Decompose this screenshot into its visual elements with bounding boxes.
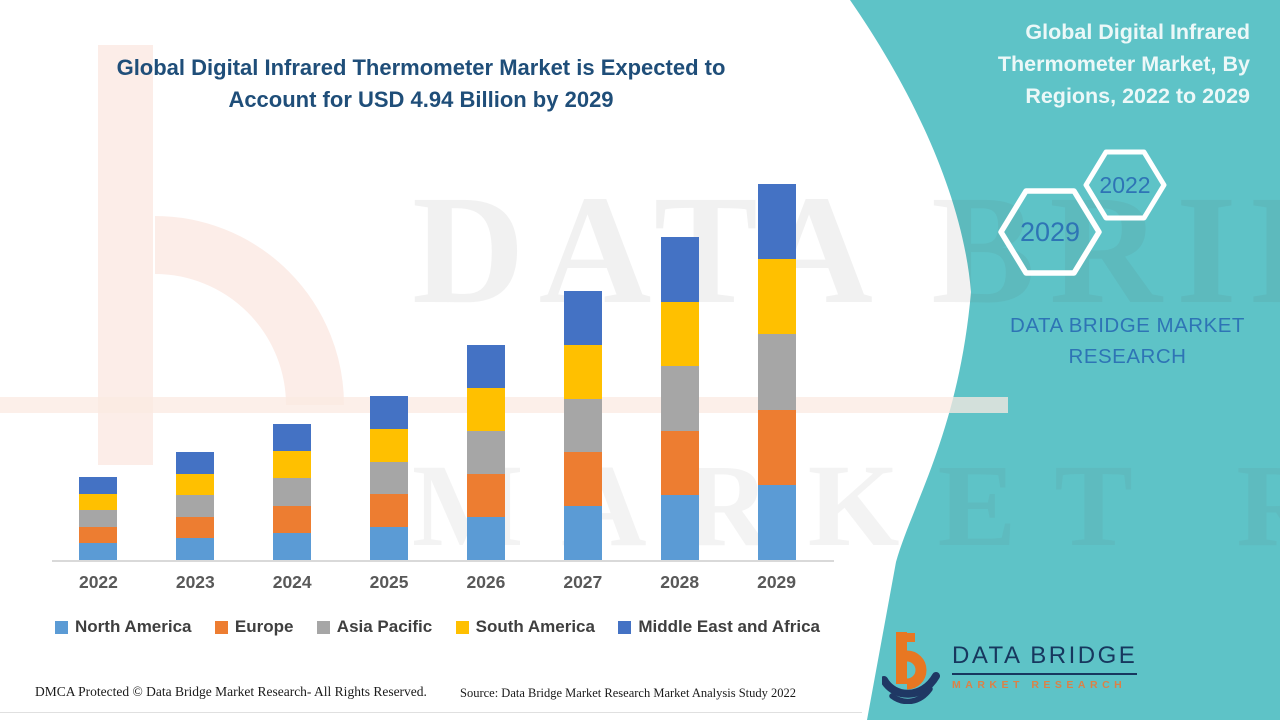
side-panel-title-line1: Global Digital Infrared [1025, 20, 1250, 44]
side-panel-title: Global Digital Infrared Thermometer Mark… [960, 16, 1250, 112]
legend-swatch-icon [455, 620, 469, 634]
logo-tagline: MARKET RESEARCH [952, 679, 1127, 691]
bar-segment-asia-pacific [466, 431, 505, 474]
legend-label: Middle East and Africa [638, 617, 820, 636]
bar-segment-middle-east-and-africa [273, 424, 312, 452]
bar-segment-asia-pacific [370, 461, 409, 495]
hexagon-outline-icon [1083, 149, 1167, 221]
bar-segment-south-america [660, 301, 699, 367]
x-axis-label: 2024 [272, 572, 312, 592]
bar-segment-asia-pacific [273, 478, 312, 506]
bar-segment-asia-pacific [563, 398, 602, 453]
stacked-bar-2026 [466, 345, 505, 560]
legend-swatch-icon [214, 620, 228, 634]
legend-label: Europe [234, 617, 294, 636]
bar-segment-middle-east-and-africa [660, 236, 699, 302]
legend-item-south-america: South America [455, 617, 595, 637]
bar-segment-south-america [273, 451, 312, 479]
x-axis-label: 2027 [563, 572, 603, 592]
brand-wordmark-teal: DATA BRIDGE MARKET RESEARCH [1010, 314, 1245, 368]
bar-segment-south-america [757, 259, 796, 335]
stacked-bar-2028 [660, 236, 699, 560]
bar-group [50, 184, 825, 560]
bar-segment-north-america [660, 495, 699, 560]
logo-name: DATA BRIDGE [952, 642, 1138, 675]
hexagon-outline-icon [998, 188, 1102, 276]
bar-segment-europe [466, 474, 505, 517]
bar-segment-middle-east-and-africa [79, 477, 118, 494]
x-axis-labels: 2022 2023 2024 2025 2026 2027 2028 2029 [50, 572, 825, 593]
source-text: Source: Data Bridge Market Research Mark… [460, 686, 797, 700]
stacked-bar-2024 [273, 424, 312, 560]
bar-segment-north-america [757, 484, 796, 560]
footer-divider [0, 712, 862, 713]
bar-segment-europe [660, 430, 699, 496]
side-panel-title-line2: Thermometer Market, By [997, 52, 1250, 76]
legend-item-middle-east-and-africa: Middle East and Africa [618, 617, 820, 637]
x-axis-label: 2023 [175, 572, 215, 592]
bar-segment-europe [563, 452, 602, 507]
hexagon-badge-2022: 2022 [1083, 148, 1167, 222]
legend-item-north-america: North America [55, 617, 192, 637]
x-axis-label: 2025 [369, 572, 409, 592]
bar-segment-asia-pacific [79, 510, 118, 527]
bar-segment-asia-pacific [660, 366, 699, 431]
data-bridge-logo-icon [882, 632, 940, 704]
bar-segment-north-america [370, 527, 409, 560]
stacked-bar-2022 [79, 477, 118, 560]
side-panel-title-line3: Regions, 2022 to 2029 [1025, 84, 1250, 108]
bar-segment-north-america [273, 532, 312, 560]
hexagon-badge-2029: 2029 [998, 187, 1102, 277]
stacked-bar-2023 [176, 451, 215, 560]
bar-segment-europe [79, 526, 118, 544]
bar-segment-south-america [563, 344, 602, 399]
bar-segment-europe [757, 409, 796, 485]
bar-segment-south-america [79, 493, 118, 511]
legend-item-europe: Europe [214, 617, 294, 637]
bar-segment-north-america [79, 543, 118, 560]
bar-segment-middle-east-and-africa [176, 451, 215, 474]
legend-swatch-icon [55, 620, 68, 634]
legend-swatch-icon [316, 620, 330, 634]
bar-segment-north-america [176, 538, 215, 560]
page-title-line2: Account for USD 4.94 Billion by 2029 [228, 87, 614, 112]
bar-segment-south-america [176, 473, 215, 496]
bar-segment-south-america [466, 388, 505, 431]
stacked-bar-2027 [563, 291, 602, 560]
bar-segment-asia-pacific [176, 495, 215, 517]
bar-segment-middle-east-and-africa [370, 396, 409, 429]
bar-segment-north-america [563, 506, 602, 560]
stacked-bar-2029 [757, 184, 796, 560]
copyright-text: DMCA Protected © Data Bridge Market Rese… [35, 684, 427, 699]
x-axis-label: 2029 [757, 572, 797, 592]
legend-label: Asia Pacific [336, 617, 433, 636]
x-axis-label: 2028 [660, 572, 700, 592]
hexagon-year-start: 2022 [1099, 171, 1151, 198]
legend-label: North America [75, 617, 192, 636]
page-title: Global Digital Infrared Thermometer Mark… [60, 52, 782, 116]
bar-segment-europe [176, 516, 215, 539]
stacked-bar-2025 [370, 396, 409, 560]
bar-segment-middle-east-and-africa [757, 184, 796, 260]
page-title-line1: Global Digital Infrared Thermometer Mark… [116, 55, 726, 80]
x-axis-label: 2026 [466, 572, 506, 592]
bar-segment-asia-pacific [757, 334, 796, 410]
bar-segment-europe [273, 505, 312, 533]
company-logo: DATA BRIDGE MARKET RESEARCH [882, 630, 1138, 704]
legend-label: South America [475, 617, 595, 636]
legend-item-asia-pacific: Asia Pacific [316, 617, 433, 637]
x-axis-line [52, 560, 834, 562]
bar-segment-middle-east-and-africa [466, 345, 505, 388]
bar-segment-middle-east-and-africa [563, 291, 602, 345]
bar-segment-europe [370, 494, 409, 528]
chart-legend: North America Europe Asia Pacific South Ame… [55, 617, 820, 637]
bar-segment-south-america [370, 428, 409, 462]
x-axis-label: 2022 [78, 572, 118, 592]
logo-text-column: DATA BRIDGE MARKET RESEARCH [952, 642, 1138, 691]
hexagon-year-end: 2029 [1019, 216, 1081, 247]
legend-swatch-icon [618, 620, 632, 634]
bar-segment-north-america [466, 517, 505, 560]
